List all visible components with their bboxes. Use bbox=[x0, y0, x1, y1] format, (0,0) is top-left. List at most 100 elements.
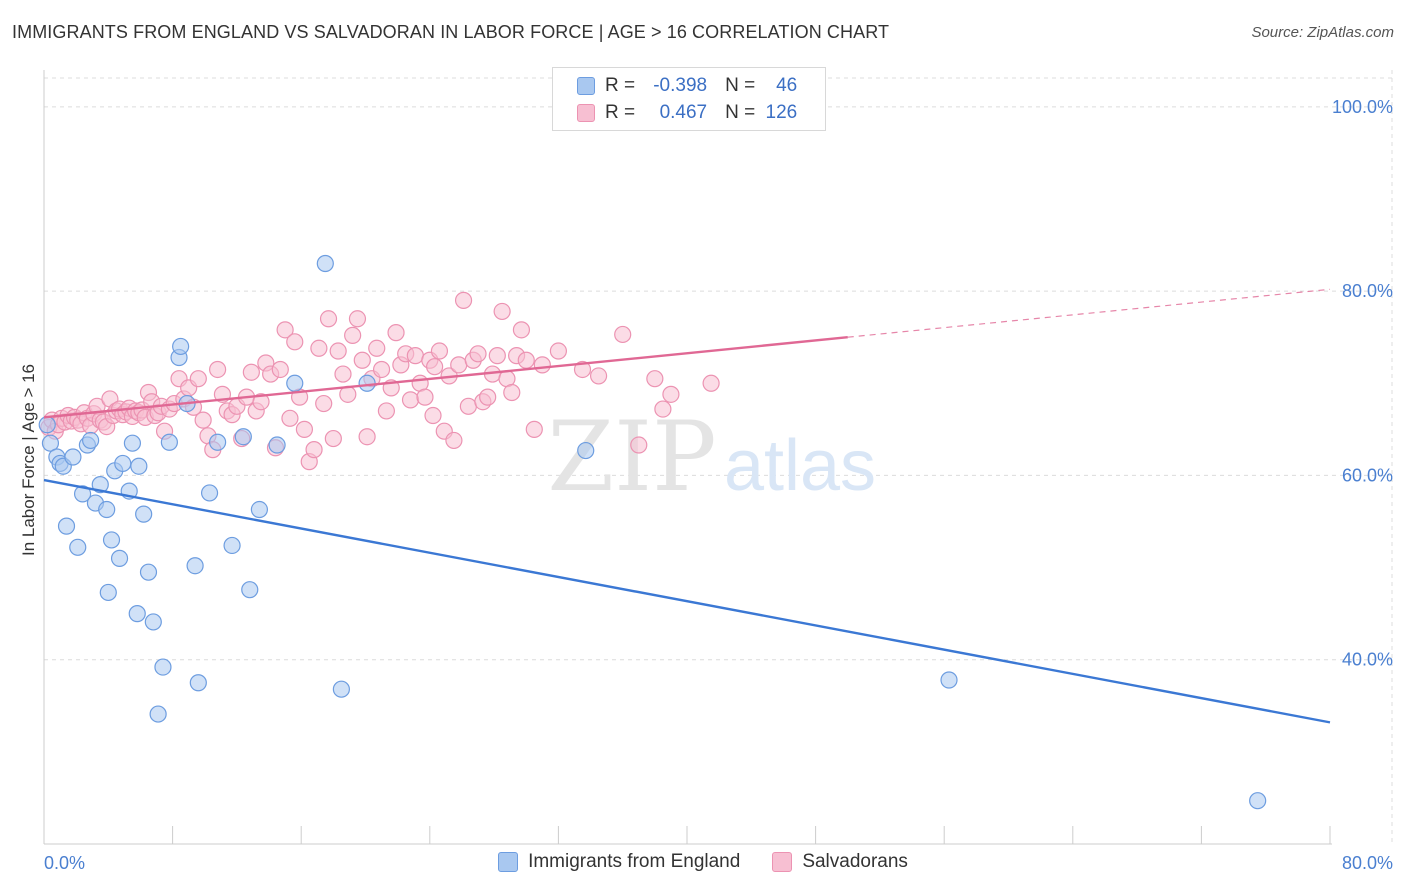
trend-lines bbox=[43, 288, 1331, 724]
legend-r-value-salvadorans: 0.467 bbox=[659, 102, 708, 123]
salvadorans-point bbox=[426, 358, 444, 376]
salvadorans-point bbox=[445, 431, 463, 450]
legend-label-england: Immigrants from England bbox=[528, 851, 741, 872]
salvadorans-point bbox=[252, 393, 270, 411]
watermark: ZIP atlas bbox=[547, 401, 876, 513]
legend-item-salvadorans[interactable]: Salvadorans bbox=[772, 851, 908, 873]
salvadorans-point bbox=[344, 326, 362, 344]
salvadorans-point bbox=[189, 370, 207, 388]
england-point bbox=[69, 538, 87, 556]
salvadorans-point bbox=[517, 351, 535, 369]
legend-n-value-england: 46 bbox=[776, 75, 798, 96]
salvadorans-point bbox=[454, 291, 473, 309]
england-point bbox=[73, 485, 92, 503]
england-point bbox=[189, 674, 207, 692]
salvadorans-point bbox=[493, 302, 511, 321]
england-point bbox=[110, 549, 129, 567]
england-swatch bbox=[577, 77, 595, 95]
tick-labels: 40.0% 60.0% 80.0% 100.0% 0.0% 80.0% bbox=[44, 97, 1393, 873]
england-point bbox=[114, 454, 132, 473]
salvadorans-point bbox=[614, 325, 632, 344]
legend-r-label: R = bbox=[605, 102, 636, 123]
salvadorans-point bbox=[372, 360, 391, 379]
england-point bbox=[135, 505, 153, 523]
salvadorans-point bbox=[503, 383, 521, 402]
england-point bbox=[286, 374, 304, 392]
england-point bbox=[144, 613, 162, 631]
salvadorans-point bbox=[358, 428, 376, 446]
salvadorans-point bbox=[387, 324, 405, 342]
england-legend-swatch bbox=[498, 852, 519, 872]
legend-r-value-england: -0.398 bbox=[653, 75, 708, 96]
england-point bbox=[139, 563, 158, 581]
england-point bbox=[91, 476, 109, 494]
salvadorans-point bbox=[488, 347, 506, 365]
england-point bbox=[186, 557, 204, 575]
salvadorans-point bbox=[589, 367, 608, 385]
england-point bbox=[160, 433, 178, 451]
england-point bbox=[1249, 792, 1267, 810]
salvadorans-point bbox=[525, 420, 543, 438]
series-legend: Immigrants from England Salvadorans bbox=[0, 851, 1406, 873]
england-point bbox=[64, 448, 82, 466]
salvadorans-point bbox=[334, 365, 352, 383]
salvadorans-point bbox=[368, 339, 386, 357]
axes bbox=[43, 70, 1332, 845]
england-point bbox=[940, 671, 958, 689]
salvadorans-point bbox=[295, 420, 314, 438]
salvadorans-point bbox=[469, 345, 487, 363]
y-tick-label: 80.0% bbox=[1342, 281, 1393, 301]
england-point bbox=[316, 254, 334, 273]
england-point bbox=[268, 436, 286, 454]
legend-n-label: N = bbox=[725, 102, 756, 123]
salvadorans-point bbox=[549, 342, 568, 360]
watermark-zip: ZIP bbox=[547, 401, 716, 513]
chart-title: IMMIGRANTS FROM ENGLAND VS SALVADORAN IN… bbox=[12, 22, 890, 42]
salvadorans-point bbox=[315, 394, 333, 413]
england-point bbox=[102, 531, 121, 549]
correlation-legend: R = -0.398 N = 46 R = 0.467 N = 126 bbox=[552, 67, 826, 131]
legend-item-england[interactable]: Immigrants from England bbox=[498, 851, 740, 873]
england-point bbox=[123, 434, 142, 452]
salvadorans-point bbox=[654, 400, 672, 418]
england-point bbox=[128, 605, 146, 623]
england-point bbox=[38, 416, 56, 434]
legend-row-england: R = -0.398 N = 46 bbox=[577, 73, 797, 99]
england-point bbox=[99, 583, 117, 602]
salvadorans-point bbox=[310, 339, 328, 357]
england-point bbox=[250, 500, 269, 519]
y-tick-label: 60.0% bbox=[1342, 465, 1393, 485]
england-point bbox=[241, 581, 259, 599]
salvadorans-point bbox=[377, 402, 395, 420]
salvadorans-point bbox=[573, 360, 592, 379]
salvadorans-trend-line bbox=[43, 336, 848, 419]
england-point bbox=[154, 658, 172, 676]
salvadorans-point bbox=[646, 370, 664, 388]
salvadorans-point bbox=[479, 388, 497, 406]
salvadorans-trend-extension bbox=[847, 288, 1331, 338]
salvadorans-point bbox=[329, 342, 347, 360]
salvadorans-point bbox=[406, 347, 424, 365]
england-point bbox=[332, 680, 350, 698]
salvadorans-swatch bbox=[577, 104, 595, 122]
england-point bbox=[57, 517, 76, 535]
x-tick-label: 0.0% bbox=[44, 853, 85, 873]
salvadorans-point bbox=[430, 342, 449, 360]
salvadorans-point bbox=[271, 360, 289, 379]
salvadorans-point bbox=[533, 356, 551, 374]
salvadorans-point bbox=[324, 429, 342, 448]
england-point bbox=[172, 337, 190, 356]
england-points bbox=[38, 254, 1267, 810]
y-tick-label: 40.0% bbox=[1342, 650, 1393, 670]
england-point bbox=[98, 500, 116, 519]
salvadorans-point bbox=[209, 360, 227, 379]
salvadorans-point bbox=[348, 310, 367, 328]
legend-n-label: N = bbox=[725, 75, 756, 96]
salvadorans-point bbox=[512, 321, 531, 339]
salvadorans-point bbox=[401, 391, 420, 409]
salvadorans-point bbox=[630, 436, 648, 454]
england-point bbox=[577, 441, 595, 460]
legend-label-salvadorans: Salvadorans bbox=[802, 851, 908, 872]
watermark-atlas: atlas bbox=[724, 426, 876, 506]
legend-n-value-salvadorans: 126 bbox=[765, 102, 798, 123]
